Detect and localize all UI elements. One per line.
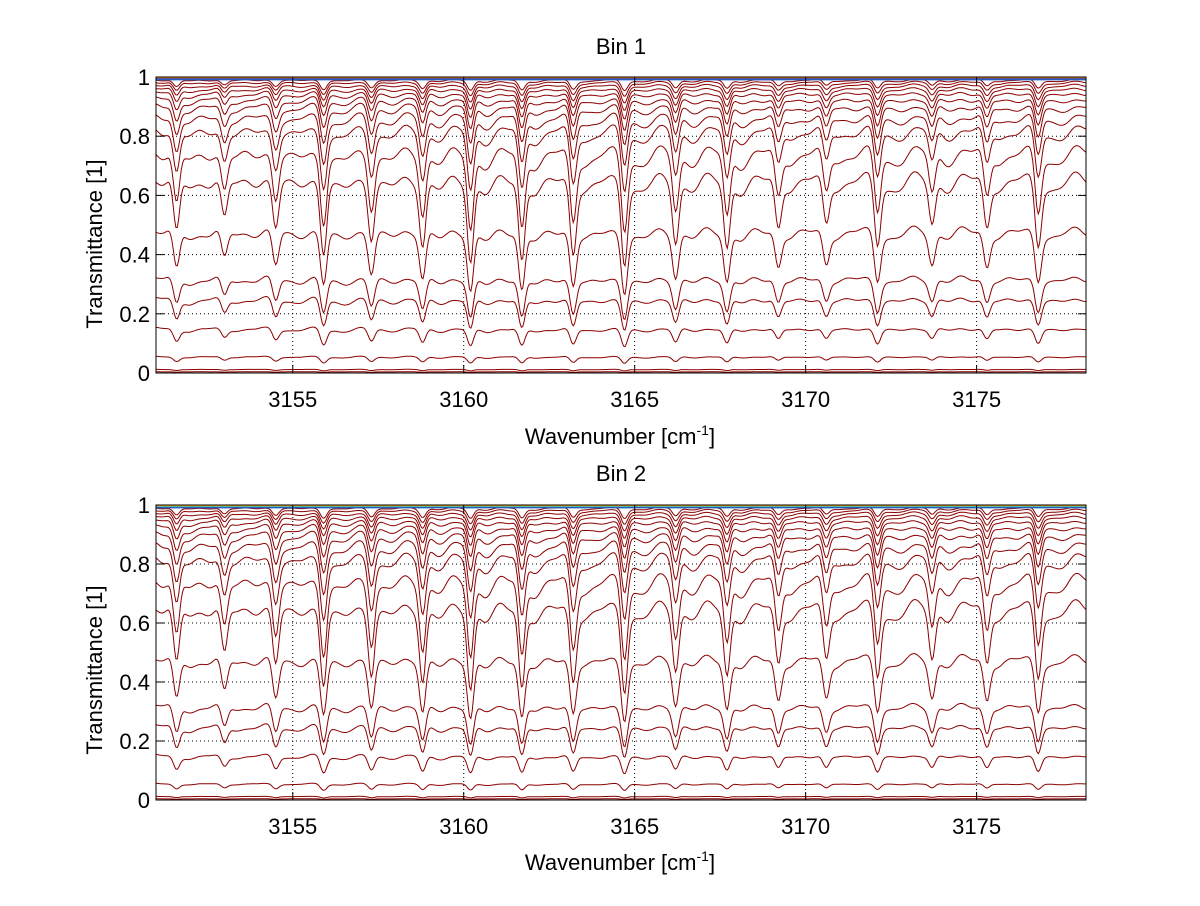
y-tick-label: 0.2 bbox=[119, 729, 150, 754]
y-axis-label: Transmittance [1] bbox=[82, 159, 107, 328]
series-line bbox=[155, 511, 1087, 532]
x-tick-label: 3165 bbox=[610, 387, 659, 412]
x-tick-label: 3175 bbox=[952, 387, 1001, 412]
series-line bbox=[155, 782, 1086, 791]
series-line bbox=[155, 530, 1086, 574]
x-tick-label: 3155 bbox=[268, 814, 317, 839]
y-tick-label: 0.8 bbox=[119, 124, 150, 149]
series-line bbox=[155, 508, 1087, 525]
x-axis-label-sup: -1 bbox=[697, 422, 710, 438]
y-tick-label: 0.2 bbox=[119, 302, 150, 327]
series-line bbox=[155, 171, 1087, 268]
y-tick-label: 0.4 bbox=[119, 670, 150, 695]
x-axis-label: Wavenumber [cm-1] bbox=[525, 848, 715, 875]
axes-box bbox=[155, 504, 1087, 801]
x-axis-label-sup: -1 bbox=[697, 848, 710, 864]
x-tick-label: 3170 bbox=[781, 814, 830, 839]
series-line bbox=[155, 653, 1087, 723]
y-tick-label: 0.6 bbox=[119, 611, 150, 636]
x-tick-label: 3175 bbox=[952, 814, 1001, 839]
series-line bbox=[156, 795, 1086, 799]
plot-panel: 3155 3160 3165 3170 3175 0 0.2 0.4 0.6 0.8 1 bbox=[119, 65, 1087, 412]
series-line bbox=[155, 275, 1087, 321]
axes-box bbox=[155, 76, 1087, 374]
x-axis-label-main: Wavenumber [cm bbox=[525, 850, 697, 875]
plot-panel: 3155 3160 3165 3170 3175 0 0.2 0.4 0.6 0.8 1 bbox=[119, 493, 1087, 839]
series-line bbox=[155, 102, 1087, 146]
series-line bbox=[155, 572, 1087, 662]
x-axis-label-tail: ] bbox=[709, 850, 715, 875]
chart-title: Bin 1 bbox=[596, 34, 646, 59]
series-line bbox=[156, 798, 1086, 800]
y-tick-label: 1 bbox=[138, 65, 150, 90]
y-tick-label: 0.8 bbox=[119, 552, 150, 577]
series-line bbox=[156, 368, 1086, 372]
x-tick-label: 3160 bbox=[439, 387, 488, 412]
series-line bbox=[155, 96, 1087, 131]
series-line bbox=[155, 515, 1087, 539]
x-tick-label: 3160 bbox=[439, 814, 488, 839]
y-tick-label: 0.4 bbox=[119, 243, 150, 268]
series-line bbox=[155, 90, 1087, 120]
series-line bbox=[155, 598, 1087, 695]
series-line bbox=[155, 145, 1087, 234]
y-tick-label: 0.6 bbox=[119, 183, 150, 208]
series-line bbox=[155, 523, 1086, 559]
series-line bbox=[155, 355, 1086, 364]
y-axis-label: Transmittance [1] bbox=[82, 585, 107, 754]
series-line bbox=[155, 753, 1087, 775]
x-tick-label: 3155 bbox=[268, 387, 317, 412]
series-line bbox=[156, 371, 1086, 373]
series-line bbox=[155, 124, 1087, 193]
series-line bbox=[155, 83, 1087, 104]
chart-title: Bin 2 bbox=[596, 461, 646, 486]
series-line bbox=[155, 702, 1087, 748]
x-tick-label: 3170 bbox=[781, 387, 830, 412]
series-line bbox=[155, 80, 1087, 97]
series-line bbox=[155, 723, 1087, 758]
series-line bbox=[155, 295, 1087, 331]
series-line bbox=[155, 552, 1087, 622]
x-axis-label-tail: ] bbox=[709, 424, 715, 449]
series-line bbox=[155, 112, 1087, 167]
y-tick-label: 1 bbox=[138, 493, 150, 518]
x-axis-label: Wavenumber [cm-1] bbox=[525, 422, 715, 449]
x-tick-label: 3165 bbox=[610, 814, 659, 839]
y-tick-label: 0 bbox=[138, 788, 150, 813]
series-line bbox=[155, 518, 1087, 548]
series-line bbox=[155, 326, 1086, 348]
y-tick-label: 0 bbox=[138, 361, 150, 386]
series-line bbox=[155, 225, 1087, 296]
series-line bbox=[155, 540, 1087, 596]
series-line bbox=[155, 87, 1087, 111]
x-axis-label-main: Wavenumber [cm bbox=[525, 424, 697, 449]
